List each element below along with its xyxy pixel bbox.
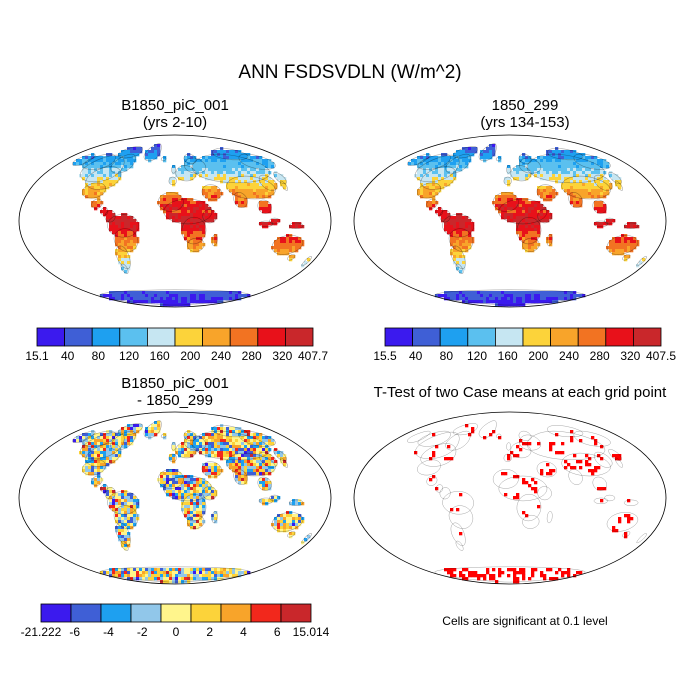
panel-title-case1-line2: (yrs 2-10) xyxy=(142,114,208,131)
colorbar-tick-label: 4 xyxy=(240,625,247,639)
colorbar-swatch xyxy=(522,327,552,347)
map-cells xyxy=(408,144,646,307)
map-cells xyxy=(73,421,311,584)
colorbar-swatch xyxy=(100,603,132,623)
colorbar-case2-svg: 15.5 40 80 120 160 200 240 280 320 407.5 xyxy=(373,327,676,363)
coastlines xyxy=(407,420,647,583)
colorbar-tick-label: 2 xyxy=(206,625,213,639)
map-case2-svg xyxy=(353,134,667,308)
coastlines xyxy=(71,143,312,306)
map-ttest xyxy=(350,410,670,586)
colorbar-swatch xyxy=(229,327,259,347)
map-case1-svg xyxy=(18,134,332,308)
colorbar-swatch xyxy=(91,327,121,347)
colorbar-tick-label: 80 xyxy=(92,349,106,363)
colorbar-tick-label: 407.7 xyxy=(298,349,328,363)
panel-title-case2: 1850_299 (yrs 134-153) xyxy=(410,97,640,131)
colorbar-swatch xyxy=(190,603,222,623)
map-cells xyxy=(73,144,311,307)
panel-title-case2-line1: 1850_299 xyxy=(491,97,559,114)
colorbar-swatch xyxy=(40,603,72,623)
colorbar-swatch xyxy=(284,327,314,347)
panel-title-case1: B1850_piC_001 (yrs 2-10) xyxy=(60,97,290,131)
colorbar-case2: 15.5 40 80 120 160 200 240 280 320 407.5 xyxy=(373,327,676,363)
colorbar-swatch xyxy=(550,327,579,347)
map-cells xyxy=(414,424,634,584)
colorbar-swatch xyxy=(467,327,496,347)
colorbar-tick-label: 240 xyxy=(559,349,579,363)
colorbar-tick-label: 320 xyxy=(620,349,640,363)
colorbar-swatch xyxy=(147,327,176,347)
panel-title-ttest-line1: T-Test of two Case means at each grid po… xyxy=(373,384,667,401)
colorbar-swatch xyxy=(130,603,162,623)
colorbar-tick-label: 120 xyxy=(467,349,487,363)
colorbar-tick-label: 280 xyxy=(242,349,262,363)
colorbar-tick-label: -2 xyxy=(137,625,148,639)
colorbar-tick-label: 280 xyxy=(590,349,610,363)
colorbar-tick-label: 15.5 xyxy=(373,349,397,363)
colorbar-swatch xyxy=(64,327,93,347)
colorbar-swatch xyxy=(577,327,607,347)
colorbar-tick-label: -21.222 xyxy=(21,625,62,639)
colorbar-tick-label: 200 xyxy=(528,349,548,363)
colorbar-tick-label: 320 xyxy=(272,349,292,363)
map-diff-svg xyxy=(18,411,332,585)
colorbar-swatch xyxy=(632,327,662,347)
colorbar-tick-label: -4 xyxy=(103,625,114,639)
colorbar-tick-label: 40 xyxy=(61,349,75,363)
map-ttest-svg xyxy=(353,411,667,585)
colorbar-swatch xyxy=(36,327,66,347)
colorbar-tick-label: 15.1 xyxy=(25,349,49,363)
colorbar-swatch xyxy=(202,327,231,347)
colorbar-swatch xyxy=(495,327,524,347)
colorbar-case1: 15.1 40 80 120 160 200 240 280 320 407.7 xyxy=(25,327,328,363)
globe-border xyxy=(18,411,332,585)
colorbar-swatch xyxy=(257,327,286,347)
coastlines xyxy=(71,420,312,583)
globe-border xyxy=(353,411,667,585)
colorbar-swatch xyxy=(174,327,204,347)
panel-title-diff-line2: - 1850_299 xyxy=(137,392,213,409)
globe-border xyxy=(353,134,667,308)
colorbar-tick-label: 6 xyxy=(274,625,281,639)
colorbar-tick-label: 160 xyxy=(150,349,170,363)
colorbar-tick-label: 120 xyxy=(119,349,139,363)
colorbar-tick-label: 40 xyxy=(409,349,423,363)
colorbar-swatch xyxy=(119,327,148,347)
colorbar-swatch xyxy=(250,603,282,623)
colorbar-tick-label: -6 xyxy=(69,625,80,639)
significance-note: Cells are significant at 0.1 level xyxy=(442,614,608,628)
colorbar-tick-label: 200 xyxy=(180,349,200,363)
colorbar-swatch xyxy=(160,603,192,623)
map-case2 xyxy=(350,133,670,309)
map-case1 xyxy=(15,133,335,309)
panel-title-ttest: T-Test of two Case means at each grid po… xyxy=(345,384,695,401)
colorbar-diff-svg: -21.222 -6 -4 -2 0 2 4 6 15.014 xyxy=(21,603,330,639)
panel-title-diff-line1: B1850_piC_001 xyxy=(121,375,229,392)
globe-border xyxy=(18,134,332,308)
colorbar-swatch xyxy=(384,327,414,347)
colorbar-case1-svg: 15.1 40 80 120 160 200 240 280 320 407.7 xyxy=(25,327,328,363)
panel-title-diff: B1850_piC_001 - 1850_299 xyxy=(60,375,290,409)
panel-title-case2-line2: (yrs 134-153) xyxy=(480,114,570,131)
colorbar-tick-label: 407.5 xyxy=(646,349,676,363)
colorbar-tick-label: 240 xyxy=(211,349,231,363)
colorbar-swatch xyxy=(220,603,252,623)
colorbar-tick-label: 160 xyxy=(498,349,518,363)
colorbar-swatch xyxy=(70,603,102,623)
colorbar-swatch xyxy=(605,327,634,347)
colorbar-swatch xyxy=(439,327,469,347)
colorbar-swatch xyxy=(412,327,441,347)
colorbar-tick-label: 0 xyxy=(173,625,180,639)
panel-title-case1-line1: B1850_piC_001 xyxy=(121,97,229,114)
figure-title: ANN FSDSVDLN (W/m^2) xyxy=(238,62,462,83)
colorbar-tick-label: 80 xyxy=(440,349,454,363)
colorbar-swatch xyxy=(280,603,312,623)
map-diff xyxy=(15,410,335,586)
colorbar-diff: -21.222 -6 -4 -2 0 2 4 6 15.014 xyxy=(21,603,330,639)
colorbar-tick-label: 15.014 xyxy=(293,625,330,639)
